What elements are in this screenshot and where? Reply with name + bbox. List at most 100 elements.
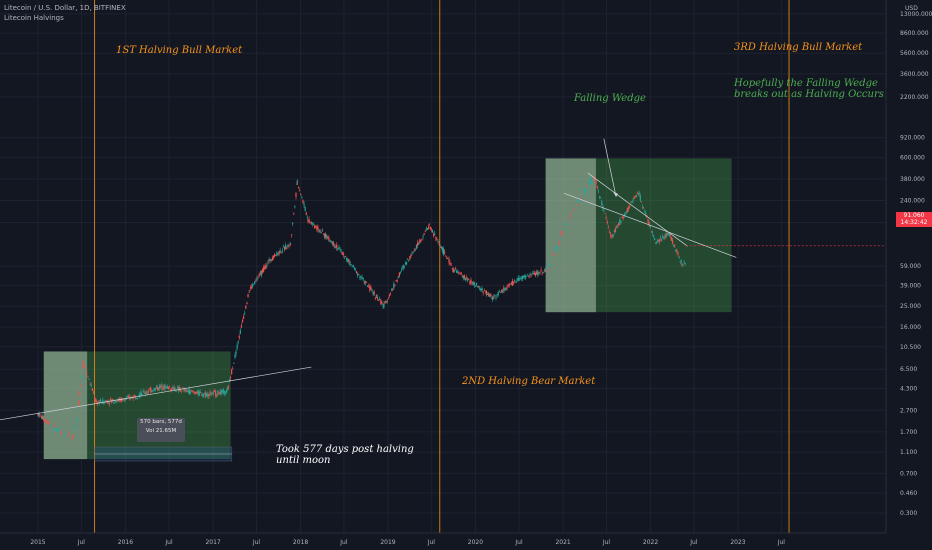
candle-body bbox=[66, 435, 68, 436]
candle-body bbox=[610, 237, 612, 239]
candle-body bbox=[316, 226, 318, 229]
candle-body bbox=[440, 246, 442, 249]
candle-body bbox=[311, 223, 313, 225]
candle-body bbox=[427, 226, 430, 229]
candle-body bbox=[395, 280, 397, 282]
time-tick-label: Jul bbox=[164, 539, 173, 546]
candle-body bbox=[489, 293, 491, 297]
candle-body bbox=[644, 211, 646, 213]
candle-body bbox=[370, 286, 372, 290]
candle-body bbox=[80, 384, 82, 386]
candle-body bbox=[671, 239, 674, 244]
candle-body bbox=[522, 275, 525, 278]
candle-body bbox=[376, 297, 379, 300]
candle-body bbox=[103, 401, 105, 404]
candle-body bbox=[221, 390, 223, 393]
candle-body bbox=[396, 279, 398, 282]
time-tick-label: 2023 bbox=[730, 539, 745, 546]
candle-body bbox=[289, 243, 292, 245]
price-tick-label: 240.000 bbox=[900, 197, 925, 204]
candle-body bbox=[73, 437, 75, 439]
candle-body bbox=[53, 424, 56, 426]
price-tick-label: 6.500 bbox=[900, 366, 917, 373]
candle-body bbox=[174, 388, 176, 391]
measure-bars-days: 570 bars, 577d bbox=[140, 419, 182, 425]
candle-body bbox=[403, 265, 405, 267]
time-tick-label: Jul bbox=[339, 539, 348, 546]
candle-body bbox=[191, 389, 193, 391]
candle-body bbox=[155, 387, 157, 389]
candle-body bbox=[136, 398, 139, 400]
price-tick-label: 0.300 bbox=[900, 510, 917, 517]
candle-body bbox=[58, 430, 61, 432]
candle-body bbox=[421, 238, 423, 240]
candle-body bbox=[634, 196, 636, 197]
candle-body bbox=[360, 277, 362, 279]
candle-body bbox=[393, 283, 395, 289]
candle-body bbox=[259, 271, 261, 274]
candle-body bbox=[349, 261, 351, 265]
candle-body bbox=[222, 389, 224, 393]
candle-body bbox=[452, 269, 455, 273]
candle-body bbox=[529, 273, 531, 276]
candle-body bbox=[389, 293, 392, 295]
candle-body bbox=[116, 400, 118, 402]
candle-body bbox=[625, 212, 628, 213]
candle-body bbox=[237, 341, 239, 343]
candle-body bbox=[532, 273, 534, 275]
candle-body bbox=[655, 242, 657, 245]
candle-body bbox=[517, 277, 519, 281]
candle-body bbox=[363, 282, 365, 284]
candle-body bbox=[124, 399, 127, 401]
candle-body bbox=[61, 431, 63, 434]
candle-body bbox=[373, 291, 375, 295]
price-tick-label: 8600.000 bbox=[900, 30, 929, 37]
candle-body bbox=[332, 241, 334, 245]
candle-body bbox=[433, 233, 435, 236]
candle-body bbox=[140, 391, 142, 396]
candle-body bbox=[355, 271, 358, 274]
candle-body bbox=[397, 276, 399, 279]
candle-body bbox=[665, 233, 667, 239]
candle-body bbox=[595, 182, 597, 184]
candle-body bbox=[257, 277, 259, 279]
candle-body bbox=[648, 222, 650, 226]
candle-body bbox=[215, 390, 217, 396]
candle-body bbox=[302, 200, 304, 203]
candle-body bbox=[263, 267, 265, 272]
candle-body bbox=[604, 213, 606, 214]
candle-body bbox=[382, 305, 384, 307]
candle-body bbox=[235, 351, 237, 354]
candle-body bbox=[601, 201, 603, 205]
candle-body bbox=[561, 232, 563, 237]
time-tick-label: Jul bbox=[252, 539, 261, 546]
candle-body bbox=[502, 290, 504, 292]
candle-body bbox=[657, 240, 659, 241]
candle-body bbox=[336, 244, 338, 248]
candle-body bbox=[71, 437, 73, 438]
candle-body bbox=[226, 389, 228, 393]
candle-body bbox=[450, 263, 452, 265]
candle-body bbox=[527, 275, 529, 276]
candle-body bbox=[366, 285, 369, 287]
candle-body bbox=[145, 392, 147, 394]
candle-body bbox=[320, 232, 322, 234]
candle-body bbox=[583, 190, 585, 192]
candle-body bbox=[163, 384, 165, 389]
candle-body bbox=[204, 393, 206, 395]
candle-body bbox=[304, 207, 306, 211]
candle-body bbox=[379, 299, 381, 301]
candle-body bbox=[408, 260, 410, 262]
candle-body bbox=[525, 276, 527, 279]
candle-body bbox=[177, 386, 179, 391]
candle-body bbox=[490, 294, 492, 296]
candle-body bbox=[371, 289, 373, 292]
candle-body bbox=[585, 187, 587, 189]
candle-body bbox=[96, 401, 98, 405]
price-tick-label: 5600.000 bbox=[900, 50, 929, 57]
candle-body bbox=[127, 395, 129, 397]
indicator-label: Litecoin Halvings bbox=[4, 14, 64, 22]
candle-body bbox=[247, 293, 249, 298]
